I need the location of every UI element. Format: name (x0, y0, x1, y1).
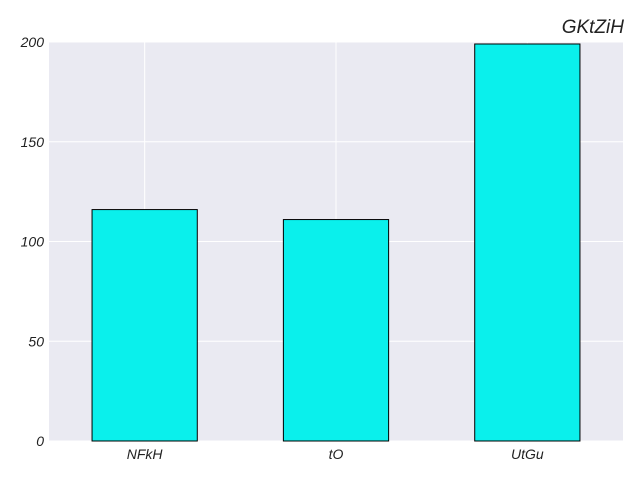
bar-NFkH (91, 209, 198, 442)
bars (91, 43, 581, 442)
y-tick-label: 200 (20, 34, 45, 50)
y-tick-label: 100 (21, 234, 45, 250)
bar-tO (282, 219, 390, 442)
y-axis-ticks: 0 50 100 150 200 (20, 34, 45, 449)
y-tick-label: 150 (21, 134, 45, 150)
x-axis-ticks: NFkH tO UtGu (127, 446, 544, 462)
y-tick-label: 50 (28, 333, 44, 349)
y-tick-label: 0 (36, 433, 44, 449)
x-tick-label: NFkH (127, 446, 164, 462)
chart-title: GKtZiH (562, 17, 625, 38)
x-tick-label: UtGu (511, 446, 544, 462)
bar-UtGu (474, 43, 581, 442)
x-tick-label: tO (329, 446, 344, 462)
